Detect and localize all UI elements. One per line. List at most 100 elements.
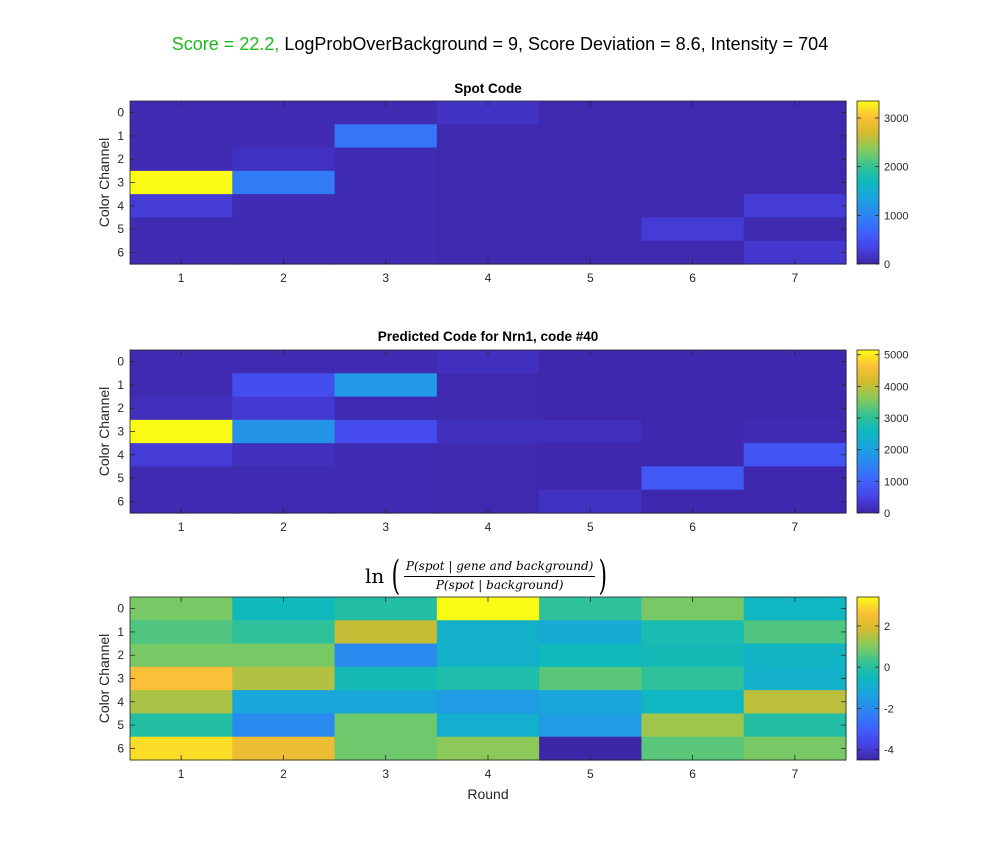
panel-title-spot-code: Spot Code (454, 81, 522, 96)
colorbar-tick-label: 5000 (884, 350, 908, 362)
colorbar-tick-label: 1000 (884, 210, 908, 222)
heatmap-cell-r4-c6 (743, 443, 847, 468)
heatmap-cell-r2-c1 (232, 147, 336, 172)
heatmap-cell-r4-c0 (130, 194, 233, 219)
x-tick-label: 1 (178, 520, 185, 534)
heatmap-cell-r5-c6 (743, 713, 847, 738)
heatmap-cell-r1-c2 (334, 620, 438, 645)
heatmap-cell-r5-c4 (539, 466, 643, 491)
heatmap-cell-r2-c0 (130, 643, 233, 668)
heatmap-cell-r1-c4 (539, 620, 643, 645)
heatmap-cell-r3-c3 (436, 419, 540, 444)
heatmap-cell-r1-c2 (334, 373, 438, 398)
formula-ln: ln (365, 564, 385, 588)
heatmap-cell-r3-c6 (743, 419, 847, 444)
colorbar-tick-label: 0 (884, 508, 890, 520)
y-tick-label: 1 (117, 129, 124, 143)
heatmap-cell-r1-c0 (130, 620, 233, 645)
heatmap-cell-r6-c0 (130, 489, 233, 514)
heatmap-cell-r3-c4 (539, 666, 643, 691)
heatmap-cell-r5-c2 (334, 713, 438, 738)
heatmap-cell-r5-c6 (743, 466, 847, 491)
heatmap-cell-r4-c6 (743, 690, 847, 715)
heatmap-cell-r6-c3 (436, 240, 540, 265)
heatmap-cell-r3-c3 (436, 170, 540, 195)
heatmap-cell-r3-c5 (641, 170, 745, 195)
panel-title-predicted-code: Predicted Code for Nrn1, code #40 (377, 329, 599, 344)
heatmap-cell-r2-c5 (641, 643, 745, 668)
heatmap-cell-r5-c6 (743, 217, 847, 242)
heatmap-cell-r0-c3 (436, 101, 540, 125)
heatmap-cell-r1-c0 (130, 373, 233, 398)
heatmap-cell-r0-c2 (334, 597, 438, 621)
heatmap-cell-r4-c0 (130, 443, 233, 468)
heatmap-cell-r4-c2 (334, 443, 438, 468)
heatmap-cell-r2-c2 (334, 643, 438, 668)
heatmap-cell-r1-c4 (539, 373, 643, 398)
figure-suptitle: Score = 22.2, LogProbOverBackground = 9,… (0, 34, 1000, 55)
y-tick-label: 2 (117, 401, 124, 415)
heatmap-cell-r6-c5 (641, 240, 745, 265)
x-tick-label: 6 (689, 520, 696, 534)
heatmap-cell-r0-c2 (334, 350, 438, 374)
heatmap-cell-r1-c6 (743, 373, 847, 398)
heatmap-cell-r5-c0 (130, 217, 233, 242)
heatmap-cell-r4-c3 (436, 194, 540, 219)
heatmap-cell-r5-c3 (436, 713, 540, 738)
heatmap-cell-r6-c3 (436, 489, 540, 514)
colorbar-frame (856, 596, 880, 761)
heatmap-cell-r5-c2 (334, 217, 438, 242)
y-tick-label: 3 (117, 672, 124, 686)
heatmap-cell-r6-c6 (743, 736, 847, 761)
heatmap-cell-r0-c5 (641, 101, 745, 125)
formula-fraction: P(spot | gene and background) P(spot | b… (403, 559, 596, 593)
heatmap-cell-r0-c1 (232, 597, 336, 621)
colorbar-tick-label: 0 (884, 662, 890, 674)
heatmap-cell-r4-c4 (539, 443, 643, 468)
y-tick-label: 0 (117, 355, 124, 369)
heatmap-cell-r2-c0 (130, 147, 233, 172)
heatmap-cell-r2-c3 (436, 643, 540, 668)
heatmap-cell-r4-c6 (743, 194, 847, 219)
heatmap-cell-r4-c2 (334, 194, 438, 219)
heatmap-cell-r0-c4 (539, 101, 643, 125)
heatmap-cell-r4-c4 (539, 690, 643, 715)
heatmap-cell-r3-c5 (641, 666, 745, 691)
heatmap-cell-r2-c6 (743, 147, 847, 172)
heatmap-cell-r6-c5 (641, 489, 745, 514)
heatmap-cell-r0-c4 (539, 597, 643, 621)
heatmap-cell-r6-c2 (334, 736, 438, 761)
y-tick-label: 3 (117, 425, 124, 439)
heatmap-cell-r0-c3 (436, 597, 540, 621)
heatmap-cell-r2-c4 (539, 643, 643, 668)
heatmap-cell-r3-c1 (232, 419, 336, 444)
heatmap-cell-r2-c6 (743, 396, 847, 421)
colorbar-tick-label: 2 (884, 621, 890, 633)
formula-right-paren: ) (598, 553, 608, 599)
x-tick-label: 4 (485, 271, 492, 285)
heatmap-cell-r4-c3 (436, 443, 540, 468)
heatmap-cell-r1-c5 (641, 373, 745, 398)
heatmap-cell-r4-c4 (539, 194, 643, 219)
heatmap-panel-2: 1 2 3 4 5 6 7 0 1 2 3 4 5 6 Color Channel Round -4 -2 0 2 (96, 596, 894, 802)
heatmap-cell-r1-c5 (641, 620, 745, 645)
x-tick-label: 7 (792, 271, 799, 285)
heatmap-cell-r6-c1 (232, 736, 336, 761)
colorbar-tick-label: -4 (884, 745, 894, 757)
y-tick-label: 6 (117, 245, 124, 259)
heatmap-cell-r6-c4 (539, 736, 643, 761)
heatmap-cell-r2-c1 (232, 643, 336, 668)
colorbar-tick-label: 0 (884, 259, 890, 271)
x-tick-label: 6 (689, 271, 696, 285)
heatmap-cell-r0-c2 (334, 101, 438, 125)
heatmap-cell-r3-c6 (743, 666, 847, 691)
heatmap-cell-r1-c0 (130, 124, 233, 149)
x-tick-label: 5 (587, 271, 594, 285)
heatmap-cell-r2-c6 (743, 643, 847, 668)
heatmap-cell-r4-c1 (232, 690, 336, 715)
y-tick-label: 5 (117, 718, 124, 732)
heatmap-cell-r5-c5 (641, 217, 745, 242)
colorbar-gradient (857, 597, 879, 760)
heatmap-cell-r0-c1 (232, 350, 336, 374)
